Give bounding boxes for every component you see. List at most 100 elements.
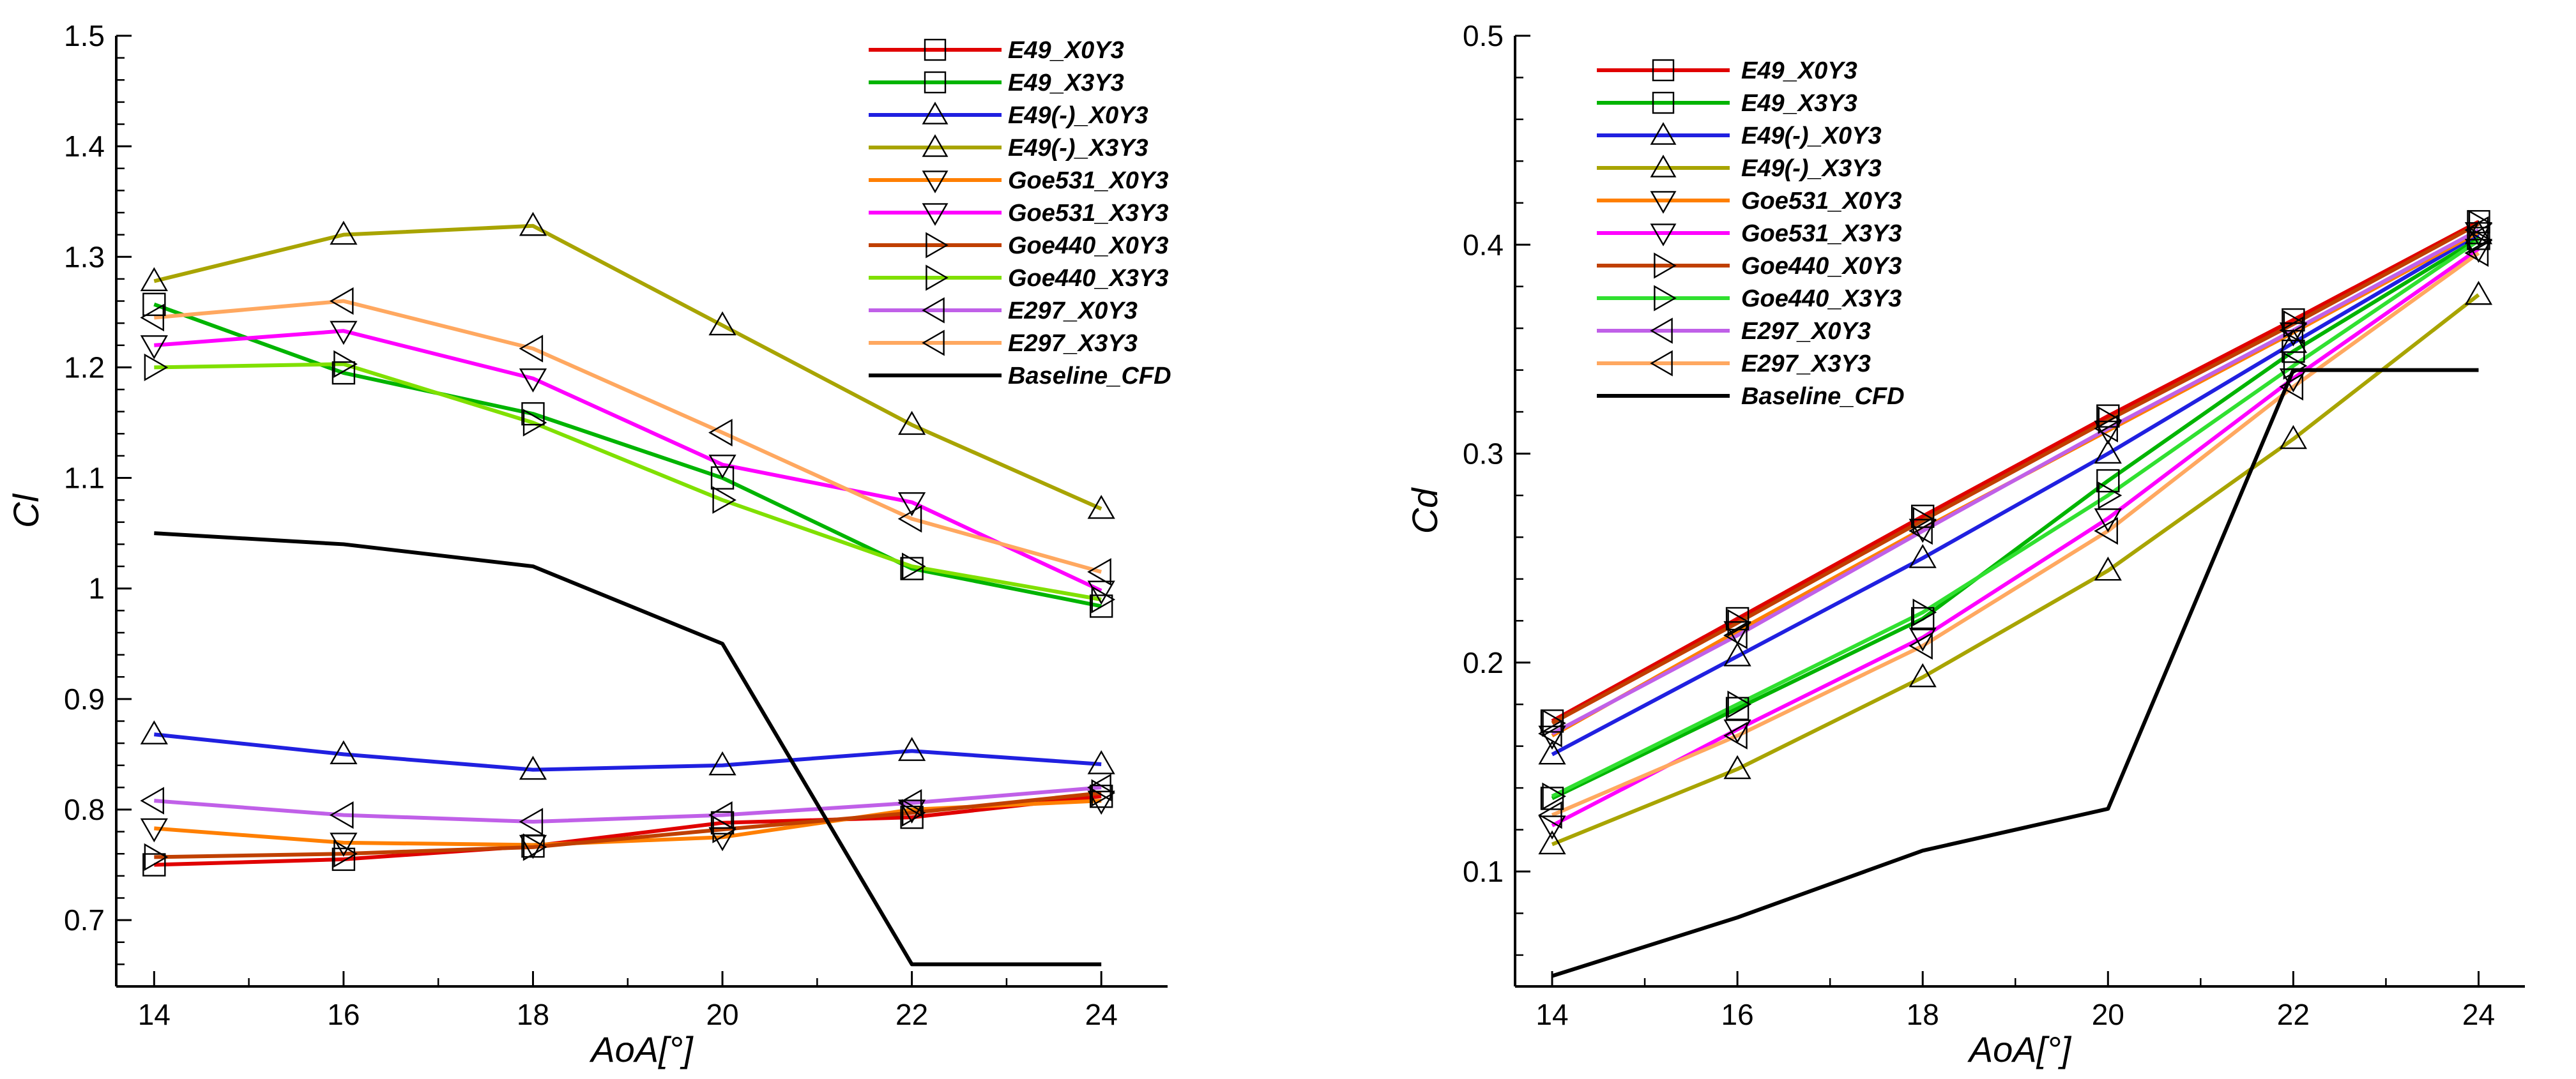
series-E49(-)_X3Y3 <box>1551 293 2480 847</box>
series-line <box>1551 251 2480 817</box>
data-point <box>1540 787 1564 810</box>
data-point <box>708 418 733 447</box>
chart-panel-1: 14 16 18 20 22 24 0.7 0.8 0.9 1 1.1 1.2 1.3 1.4 1.5 AoA… <box>6 19 1171 1069</box>
legend-label: E49_X0Y3 <box>1741 57 1857 84</box>
legend-entry: Goe531_X0Y3 <box>1597 188 1902 215</box>
data-point <box>2098 481 2123 509</box>
data-point <box>144 843 169 871</box>
legend-label: Goe531_X3Y3 <box>1008 200 1168 227</box>
data-point <box>1909 631 1933 660</box>
x-tick-label: 14 <box>1536 998 1568 1031</box>
series-E49_X3Y3 <box>1551 236 2480 801</box>
data-point <box>1542 709 1566 737</box>
markers-E49(-)_X0Y3 <box>1538 220 2493 765</box>
legend-marker <box>922 297 945 324</box>
series-E49(-)_X0Y3 <box>154 732 1102 772</box>
series-line <box>1551 236 2480 801</box>
legend-marker <box>1654 285 1677 312</box>
data-point <box>521 402 545 426</box>
data-point <box>1091 585 1116 614</box>
data-point <box>901 552 926 580</box>
data-point <box>900 557 924 580</box>
series-line <box>154 732 1102 772</box>
data-point <box>1909 663 1937 688</box>
series-E49(-)_X0Y3 <box>1551 232 2480 757</box>
data-point <box>1723 621 1748 649</box>
data-point <box>1091 779 1116 807</box>
legend: E49_X0Y3 E49_X3Y3 E49(-)_X0Y3 E49(-)_X3Y3 Go… <box>869 37 1171 389</box>
data-point <box>2094 556 2122 581</box>
legend-entry: E297_X0Y3 <box>869 297 1138 324</box>
series-line <box>154 362 1102 601</box>
legend-entry: Baseline_CFD <box>1597 383 1905 410</box>
markers-E49(-)_X3Y3 <box>1538 280 2493 855</box>
legend-label: Baseline_CFD <box>1008 363 1171 389</box>
legend-marker <box>922 203 949 226</box>
y-tick-label: 0.1 <box>1463 855 1504 888</box>
data-point <box>1087 580 1115 605</box>
data-point <box>329 801 354 829</box>
data-point <box>140 787 164 815</box>
data-point <box>2464 216 2489 244</box>
data-point <box>1542 782 1566 810</box>
legend-entry: E49_X0Y3 <box>1597 57 1857 84</box>
legend-marker <box>922 102 949 124</box>
data-point <box>1087 773 1111 801</box>
data-point <box>330 833 358 857</box>
x-tick-label: 18 <box>517 998 549 1031</box>
series-Goe531_X3Y3 <box>1551 247 2480 827</box>
data-point <box>2279 368 2308 393</box>
data-point <box>901 799 926 827</box>
legend-entry: E297_X3Y3 <box>869 329 1138 357</box>
data-point <box>1723 642 1751 667</box>
data-point <box>330 740 358 765</box>
data-point <box>2468 209 2493 238</box>
y-tick-label: 1.5 <box>64 19 105 52</box>
y-axis-title: Cd <box>1405 487 1445 534</box>
legend-marker <box>926 232 949 259</box>
data-point <box>1538 740 1566 765</box>
legend-label: E297_X0Y3 <box>1741 318 1871 345</box>
series-line <box>1551 228 2480 736</box>
data-point <box>2464 280 2493 305</box>
series-line <box>1551 239 2480 798</box>
data-point <box>1538 830 1566 855</box>
legend-marker <box>1650 223 1677 246</box>
legend-marker <box>1650 191 1677 214</box>
chart-panel-2: 14 16 18 20 22 24 0.1 0.2 0.3 0.4 0.5 AoA[°] Cd E49_X… <box>1405 19 2525 1069</box>
x-tick-label: 20 <box>2092 998 2124 1031</box>
data-point <box>897 504 922 533</box>
y-tick-label: 1.2 <box>64 351 105 384</box>
legend-label: E49_X0Y3 <box>1008 37 1124 64</box>
data-point <box>142 853 166 877</box>
data-point <box>330 220 358 245</box>
x-axis-title: AoA[°] <box>589 1029 694 1069</box>
legend-label: Goe531_X3Y3 <box>1741 220 1902 247</box>
series-line <box>154 791 1102 859</box>
markers-E297_X3Y3 <box>140 287 1111 586</box>
legend-entry: Baseline_CFD <box>869 363 1171 389</box>
series-Goe440_X3Y3 <box>154 362 1102 601</box>
data-point <box>2279 425 2308 449</box>
data-point <box>140 720 168 744</box>
series-Baseline_CFD <box>1551 368 2479 978</box>
legend-label: E297_X3Y3 <box>1008 330 1138 357</box>
y-tick-label: 0.5 <box>1463 19 1504 52</box>
data-point <box>519 834 547 859</box>
legend-entry: E49_X0Y3 <box>869 37 1124 64</box>
data-point <box>1909 517 1933 545</box>
data-point <box>1087 750 1115 774</box>
legend-entry: Goe440_X0Y3 <box>869 232 1168 259</box>
data-point <box>2283 310 2308 338</box>
legend-marker <box>1650 317 1673 344</box>
series-E297_X3Y3 <box>1551 251 2480 817</box>
legend-entry: Goe440_X3Y3 <box>869 264 1168 292</box>
data-point <box>332 847 356 871</box>
markers-Goe531_X3Y3 <box>140 321 1115 605</box>
data-point <box>522 833 547 861</box>
data-point <box>897 492 926 517</box>
legend-label: Goe440_X3Y3 <box>1741 285 1902 312</box>
series-line <box>154 531 1102 967</box>
series-E49_X0Y3 <box>1551 220 2480 723</box>
legend-marker <box>1650 155 1677 177</box>
